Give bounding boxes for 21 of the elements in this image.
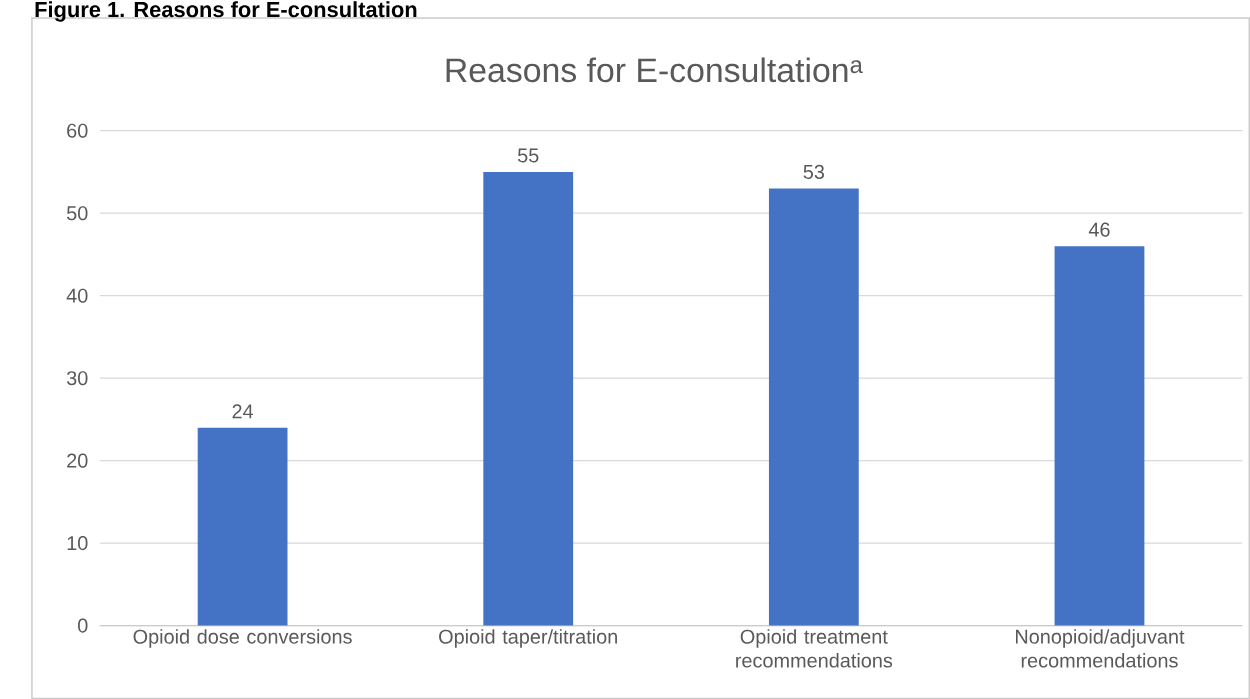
x-tick-label: Opioid dose conversions bbox=[133, 629, 352, 648]
data-label: 53 bbox=[803, 164, 825, 179]
data-label: 55 bbox=[517, 148, 539, 163]
caption: Figure 1. Reasons for E-consultation bbox=[35, 1, 417, 22]
x-tick-label: Opioid taper/titration bbox=[439, 629, 617, 648]
x-tick-label: Opioid treatment recommendations bbox=[736, 629, 893, 668]
y-tick-label: 30 bbox=[66, 371, 88, 386]
data-label: 24 bbox=[232, 404, 254, 419]
x-tick-label: Nonopioid/adjuvant recommendations bbox=[1016, 629, 1185, 668]
chart-title: Reasons for E-consultation$^{a}$ bbox=[446, 57, 863, 83]
bar bbox=[1054, 246, 1145, 626]
y-tick-label: 60 bbox=[67, 123, 88, 138]
y-tick-label: 0 bbox=[78, 618, 88, 633]
y-tick-label: 20 bbox=[67, 453, 88, 468]
bar bbox=[483, 171, 574, 626]
y-tick-label: 50 bbox=[66, 206, 88, 221]
bar bbox=[197, 427, 288, 626]
bar bbox=[768, 188, 859, 626]
y-tick-label: 10 bbox=[67, 536, 88, 551]
data-label: 46 bbox=[1088, 222, 1110, 237]
y-tick-label: 40 bbox=[66, 288, 88, 303]
